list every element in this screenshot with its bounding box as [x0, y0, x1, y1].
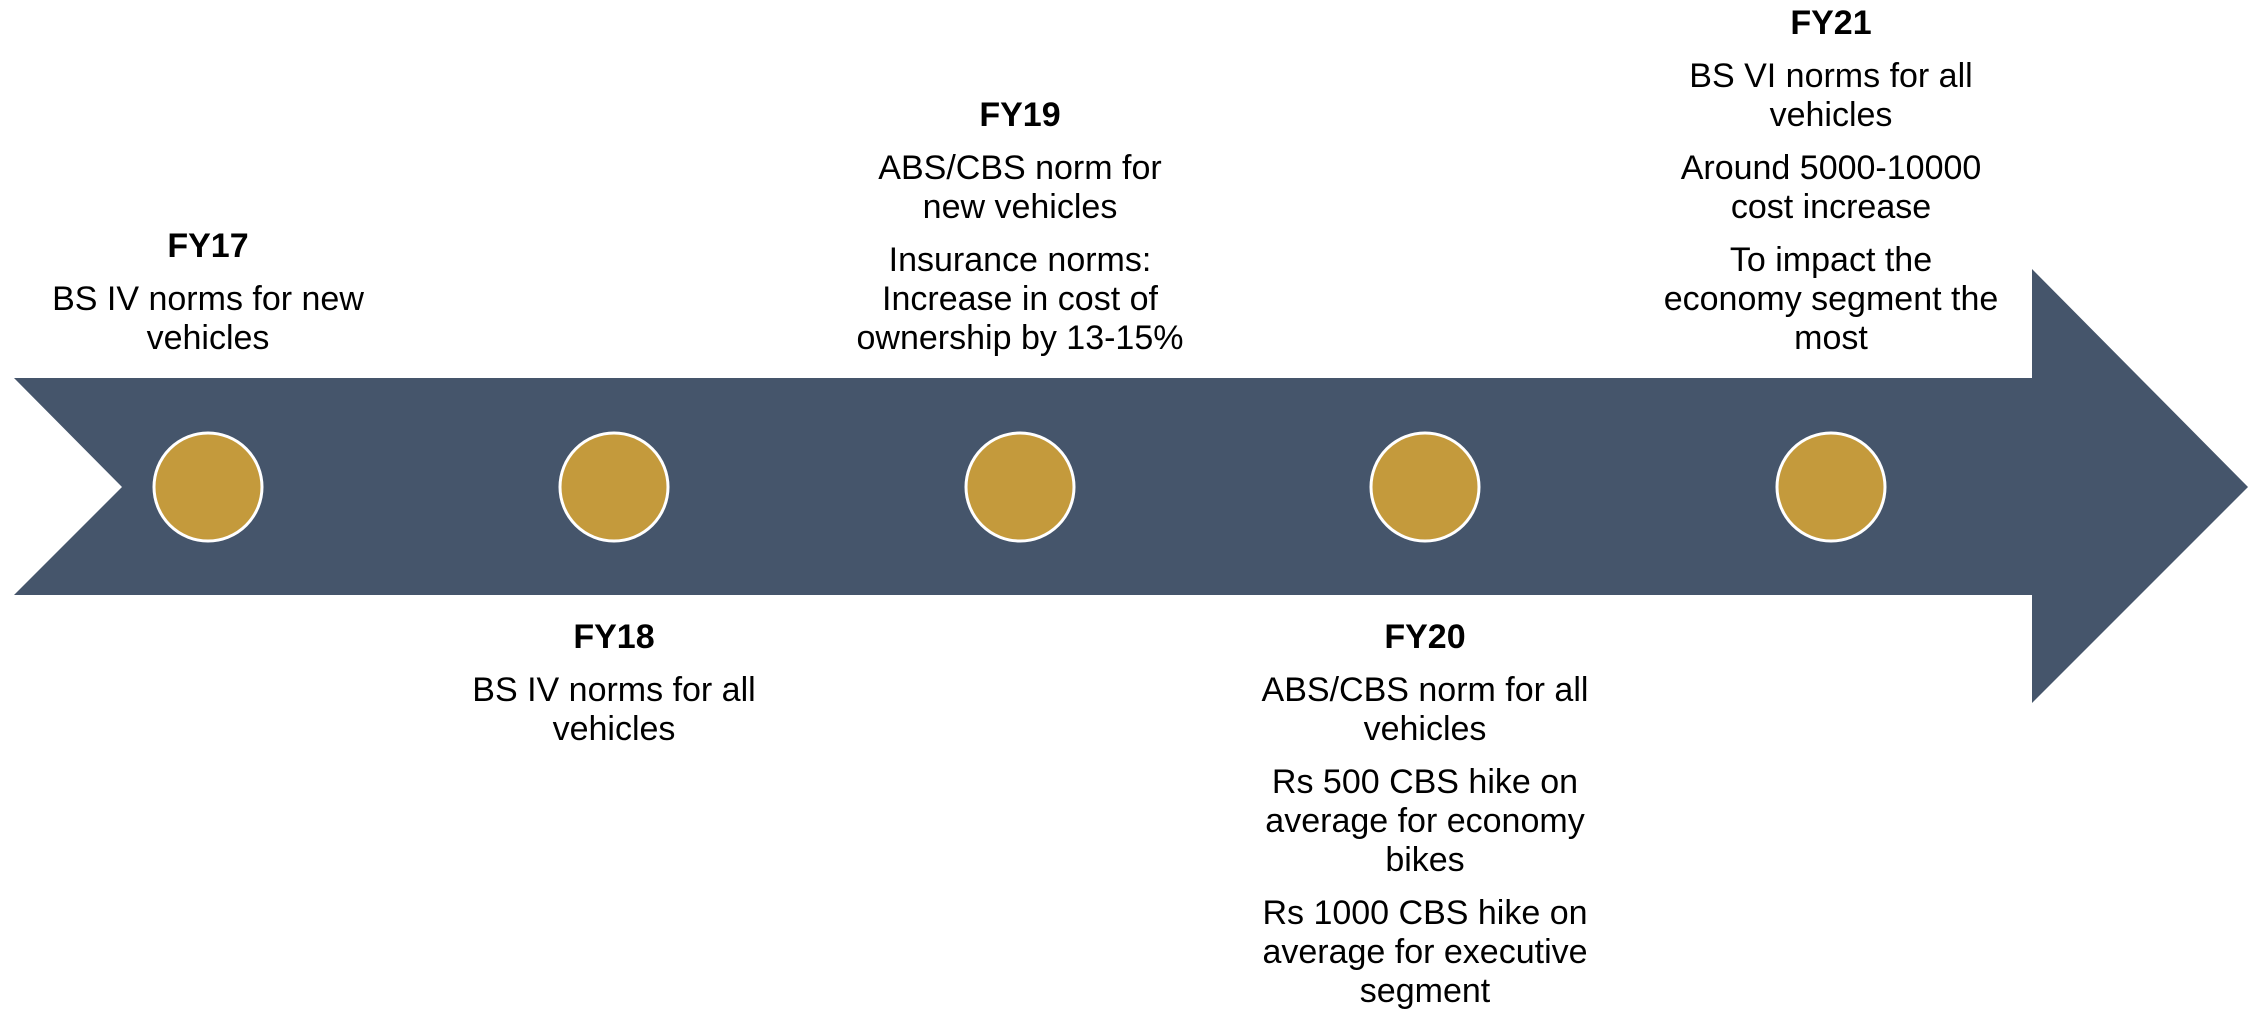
milestone-note: BS IV norms for all vehicles [472, 671, 756, 748]
milestone-note: To impact the economy segment the most [1663, 241, 1999, 357]
milestone-text: FY18 BS IV norms for all vehicles [444, 618, 784, 749]
milestone-year: FY21 [1790, 4, 1872, 42]
milestone-year: FY19 [979, 96, 1061, 134]
milestone-note: Around 5000-10000 cost increase [1680, 149, 1982, 226]
milestone-year: FY18 [573, 618, 655, 656]
milestone-note: Insurance norms: Increase in cost of own… [856, 241, 1184, 357]
milestone-dot [558, 431, 670, 543]
milestone-note: ABS/CBS norm for new vehicles [878, 149, 1162, 226]
milestone-year: FY20 [1384, 618, 1466, 656]
milestone-dot [1369, 431, 1481, 543]
milestone-dot [1775, 431, 1887, 543]
milestone-note: Rs 1000 CBS hike on average for executiv… [1262, 894, 1588, 1010]
milestone-text: FY19 ABS/CBS norm for new vehicles Insuran… [855, 96, 1185, 358]
timeline-arrow [14, 269, 2248, 703]
milestone-note: BS IV norms for new vehicles [52, 280, 364, 357]
milestone-note: ABS/CBS norm for all vehicles [1261, 671, 1589, 748]
milestone-note: Rs 500 CBS hike on average for economy b… [1265, 763, 1585, 879]
milestone-year: FY17 [167, 227, 249, 265]
milestone-dots [152, 431, 1887, 543]
milestone-text: FY17 BS IV norms for new vehicles [23, 227, 393, 358]
milestone-note: BS VI norms for all vehicles [1689, 57, 1973, 134]
milestone-text: FY21 BS VI norms for all vehicles Around 5… [1661, 4, 2001, 358]
milestone-dot [152, 431, 264, 543]
milestone-text: FY20 ABS/CBS norm for all vehicles Rs 500 … [1255, 618, 1595, 1011]
milestone-dot [964, 431, 1076, 543]
